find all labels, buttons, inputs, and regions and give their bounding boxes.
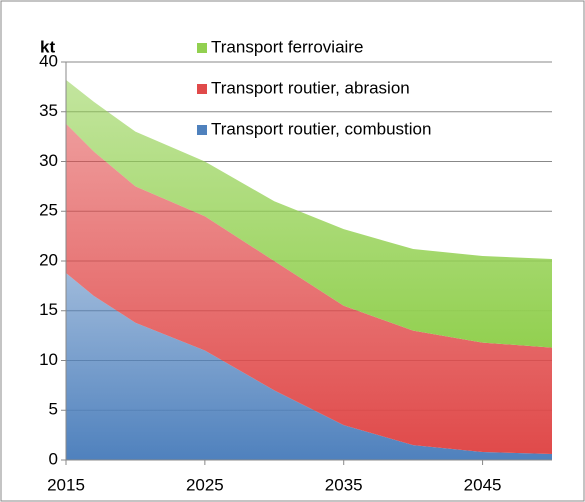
area <box>66 123 552 455</box>
legend-swatch <box>197 43 207 53</box>
x-tick-label: 2045 <box>464 475 502 494</box>
area <box>66 79 552 348</box>
y-tick-label: 30 <box>39 151 58 170</box>
y-tick-label: 0 <box>49 449 58 468</box>
x-tick-label: 2035 <box>325 475 363 494</box>
y-tick-label: 20 <box>39 250 58 269</box>
legend-swatch <box>197 125 207 135</box>
legend-swatch <box>197 84 207 94</box>
area <box>66 272 552 460</box>
y-tick-label: 40 <box>39 51 58 70</box>
legend-label: Transport routier, abrasion <box>211 78 410 97</box>
legend-label: Transport ferroviaire <box>211 37 363 56</box>
y-tick-label: 35 <box>39 101 58 120</box>
y-tick-label: 5 <box>49 400 58 419</box>
x-tick-label: 2025 <box>186 475 224 494</box>
legend-label: Transport routier, combustion <box>211 119 431 138</box>
y-tick-label: 10 <box>39 350 58 369</box>
x-tick-label: 2015 <box>47 475 85 494</box>
y-tick-label: 25 <box>39 201 58 220</box>
y-tick-label: 15 <box>39 300 58 319</box>
y-axis-label: kt <box>40 37 55 56</box>
